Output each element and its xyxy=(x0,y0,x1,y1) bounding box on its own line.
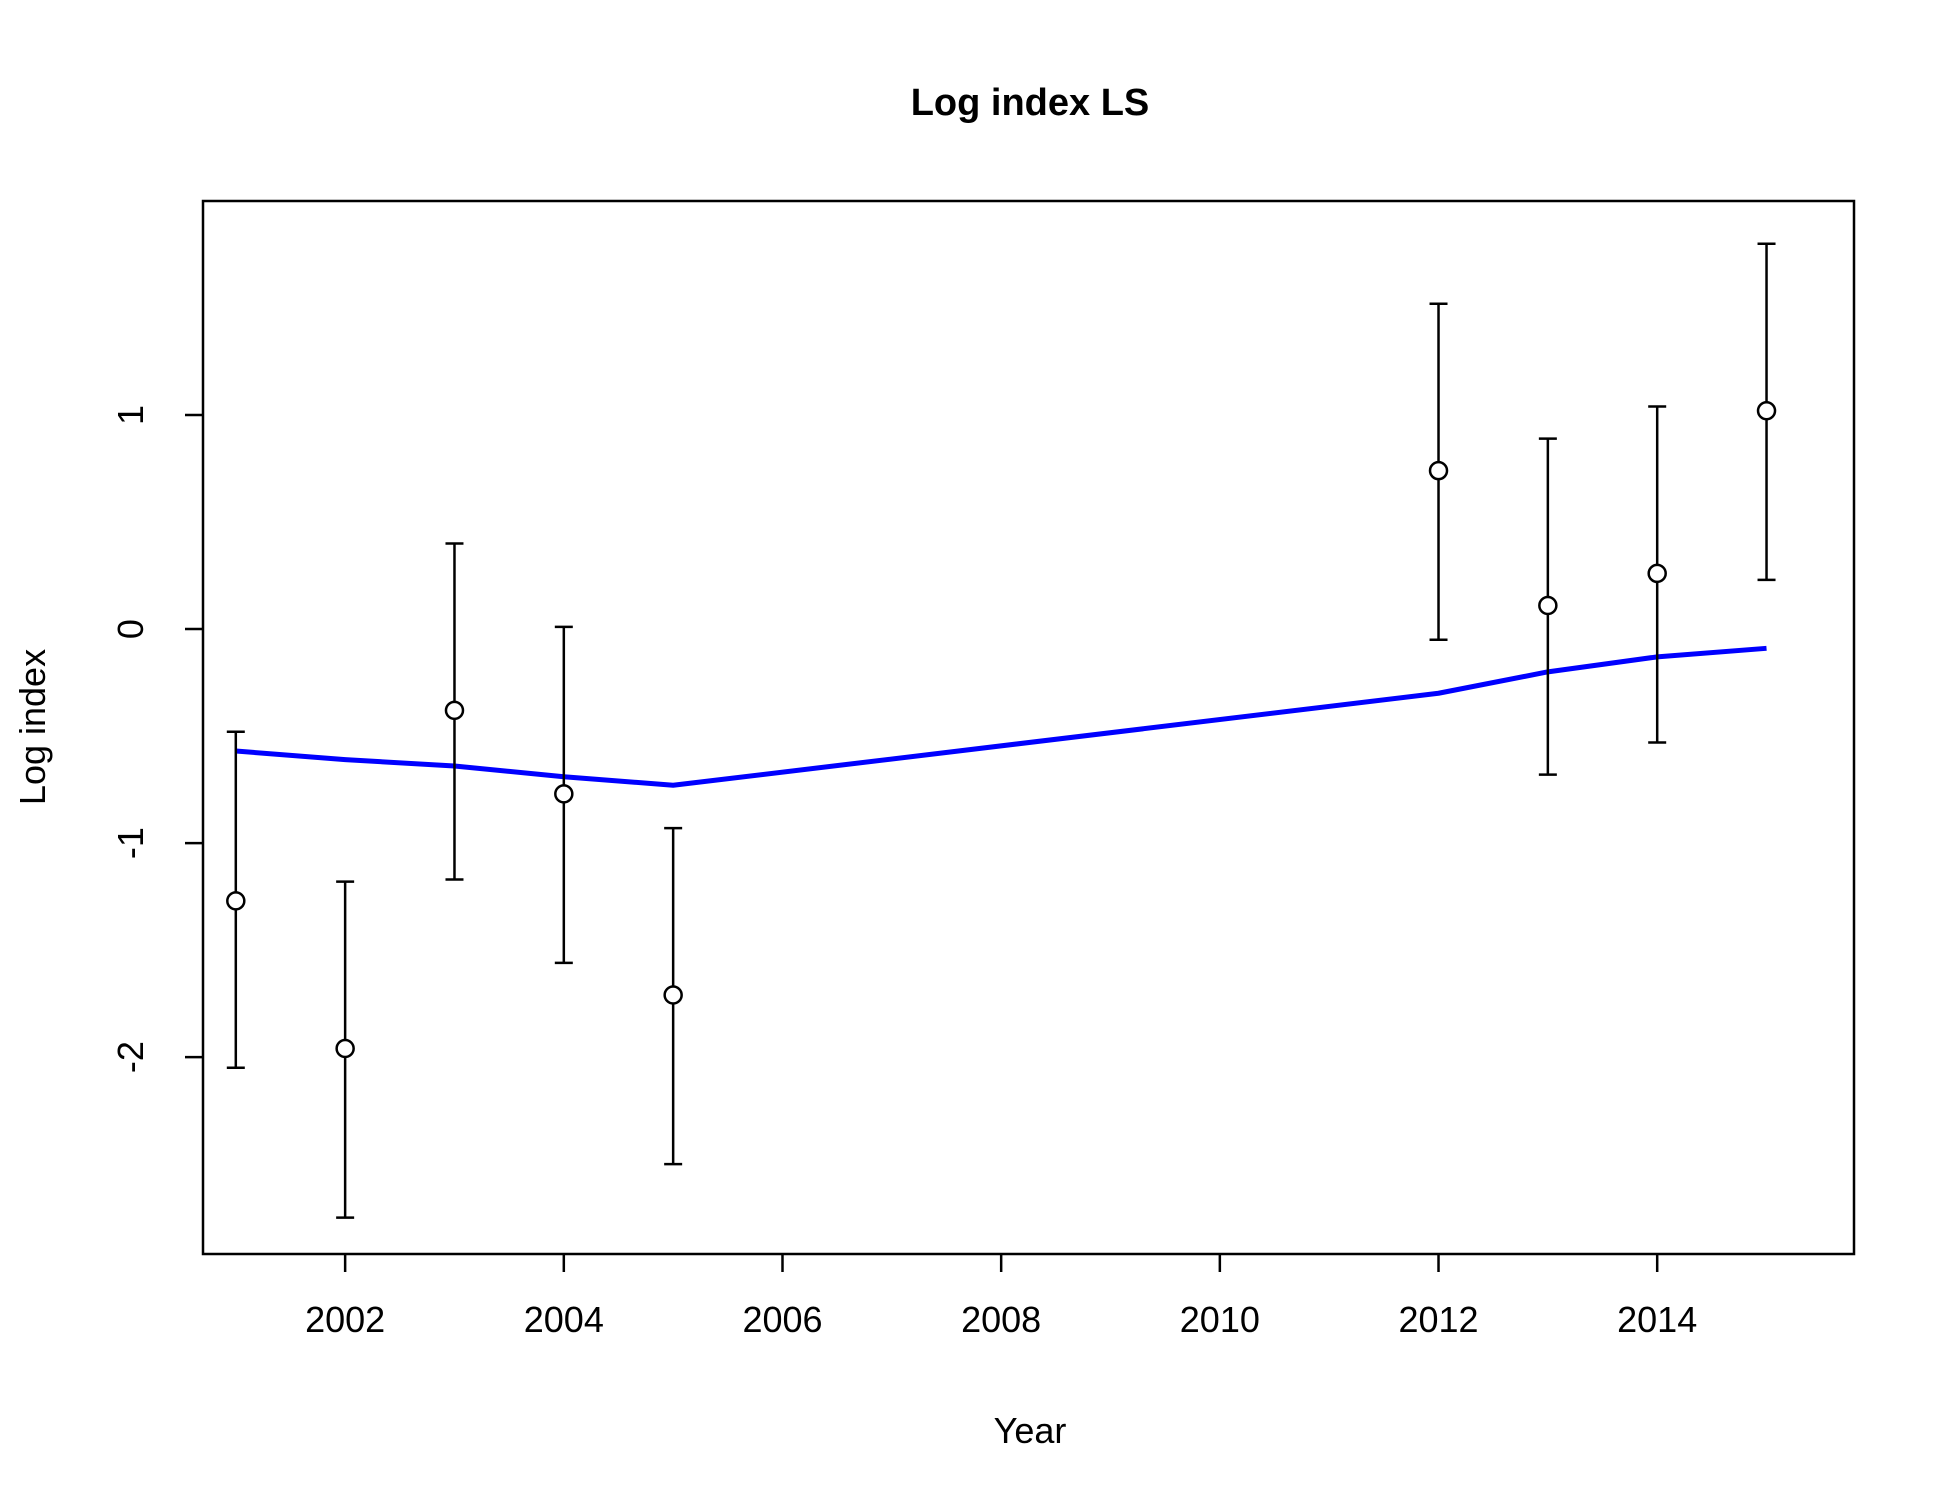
x-tick-label: 2014 xyxy=(1617,1299,1697,1340)
data-point xyxy=(1647,563,1667,584)
data-point xyxy=(663,985,683,1005)
data-point xyxy=(1428,460,1449,481)
data-point xyxy=(1538,595,1558,616)
x-tick-label: 2008 xyxy=(961,1299,1041,1340)
data-point xyxy=(1756,400,1777,421)
y-tick-label: -2 xyxy=(110,1041,151,1073)
x-axis-label: Year xyxy=(994,1410,1067,1451)
fitted-line xyxy=(235,645,1767,788)
x-tick-label: 2010 xyxy=(1180,1299,1260,1340)
x-tick-label: 2012 xyxy=(1398,1299,1478,1340)
y-tick-label: 0 xyxy=(110,619,151,639)
y-axis-label: Log index xyxy=(12,649,53,805)
chart-title: Log index LS xyxy=(911,82,1150,124)
x-tick-label: 2004 xyxy=(524,1299,604,1340)
plot-frame xyxy=(201,199,1856,1256)
data-point xyxy=(554,784,574,804)
y-tick-label: 1 xyxy=(110,405,151,425)
x-tick-label: 2006 xyxy=(742,1299,822,1340)
y-tick-label: -1 xyxy=(110,827,151,859)
x-tick-label: 2002 xyxy=(305,1299,385,1340)
plot-layer: 2002 2004 2006 2008 2010 2012 2014 -2 -1 0 1 xyxy=(110,242,1777,1340)
data-point xyxy=(335,1038,355,1059)
data-point xyxy=(444,700,465,721)
data-point xyxy=(226,891,246,911)
